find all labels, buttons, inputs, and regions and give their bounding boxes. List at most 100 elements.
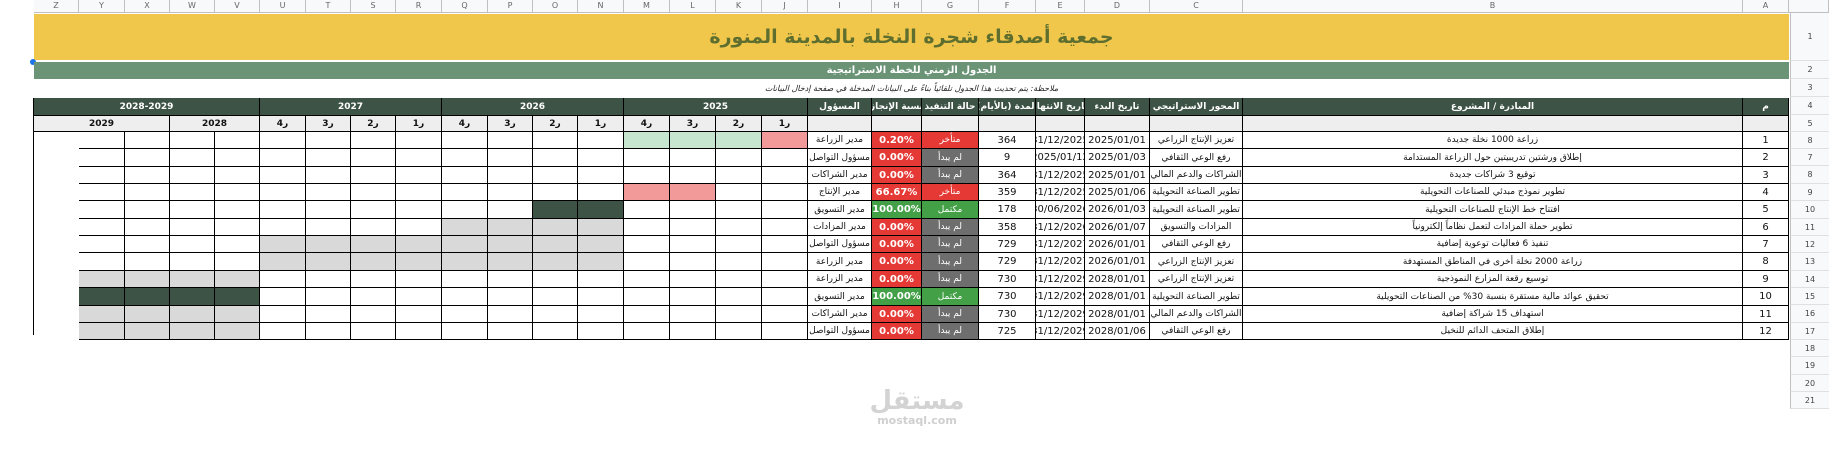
column-header-x[interactable]: X	[125, 0, 170, 13]
row-header-8[interactable]: 8	[1790, 166, 1829, 184]
row-header-2[interactable]: 2	[1790, 61, 1829, 79]
column-header-g[interactable]: G	[922, 0, 979, 13]
gantt-cell-r8-j	[762, 253, 808, 271]
column-header-i[interactable]: I	[808, 0, 872, 13]
column-header-e[interactable]: E	[1036, 0, 1085, 13]
gantt-cell-r5-t	[306, 201, 351, 219]
column-header-y[interactable]: Y	[79, 0, 125, 13]
row-header-16[interactable]: 16	[1790, 305, 1829, 323]
row-header-18[interactable]: 18	[1790, 340, 1829, 357]
gantt-cell-r8-r	[396, 253, 442, 271]
gantt-cell-r4-n	[578, 184, 624, 201]
column-header-m[interactable]: M	[624, 0, 670, 13]
row-header-14[interactable]: 14	[1790, 271, 1829, 288]
row-header-10[interactable]: 10	[1790, 201, 1829, 219]
row-header-15[interactable]: 15	[1790, 288, 1829, 305]
column-header-t[interactable]: T	[306, 0, 351, 13]
column-header-n[interactable]: N	[578, 0, 624, 13]
gantt-cell-r7-x	[125, 236, 170, 253]
gantt-cell-r10-y	[79, 288, 125, 306]
gantt-cell-r4-s	[351, 184, 396, 201]
quarter-header-5: ر1	[578, 116, 624, 132]
row-header-4[interactable]: 4	[1790, 97, 1829, 115]
gantt-cell-r10-q	[442, 288, 488, 306]
row-header-21[interactable]: 21	[1790, 392, 1829, 409]
header-no: م	[1743, 98, 1789, 116]
row-header-12[interactable]: 12	[1790, 236, 1829, 253]
gantt-cell-r4-j	[762, 184, 808, 201]
column-header-j[interactable]: J	[762, 0, 808, 13]
quarter-header-1: ر1	[762, 116, 808, 132]
column-header-l[interactable]: L	[670, 0, 716, 13]
row-8-axis: تعزيز الإنتاج الزراعي	[1150, 253, 1243, 271]
gantt-cell-r7-o	[533, 236, 578, 253]
row-header-17[interactable]: 17	[1790, 323, 1829, 340]
gantt-cell-r3-l	[670, 167, 716, 184]
row-7-duration: 729	[979, 236, 1036, 253]
row-6-start: 2026/01/07	[1085, 219, 1150, 236]
column-header-u[interactable]: U	[260, 0, 306, 13]
gantt-cell-r2-v	[215, 149, 260, 167]
column-header-p[interactable]: P	[488, 0, 533, 13]
gantt-cell-r9-u	[260, 271, 306, 288]
gantt-cell-r2-j	[762, 149, 808, 167]
row-7-status: لم يبدأ	[922, 236, 979, 253]
gantt-cell-r10-l	[670, 288, 716, 306]
column-header-o[interactable]: O	[533, 0, 578, 13]
gantt-cell-r8-q	[442, 253, 488, 271]
column-header-w[interactable]: W	[170, 0, 215, 13]
subheader-blank-i	[808, 116, 872, 132]
sheet-corner[interactable]	[1789, 0, 1829, 13]
header-end: تاريخ الانتهاء	[1036, 98, 1085, 116]
row-11-status: لم يبدأ	[922, 306, 979, 323]
quarter-header-12: ر4	[260, 116, 306, 132]
row-7-progress: 0.00%	[872, 236, 922, 253]
gantt-cell-r11-s	[351, 306, 396, 323]
gantt-cell-r1-n	[578, 132, 624, 149]
row-8-start: 2026/01/01	[1085, 253, 1150, 271]
row-header-3[interactable]: 3	[1790, 79, 1829, 97]
gantt-cell-r4-q	[442, 184, 488, 201]
gantt-cell-r2-s	[351, 149, 396, 167]
row-8-owner: مدير الزراعة	[808, 253, 872, 271]
column-header-b[interactable]: B	[1243, 0, 1743, 13]
subheader-blank-h	[872, 116, 922, 132]
gantt-cell-r8-w	[170, 253, 215, 271]
row-header-11[interactable]: 11	[1790, 219, 1829, 236]
column-header-d[interactable]: D	[1085, 0, 1150, 13]
column-header-c[interactable]: C	[1150, 0, 1243, 13]
row-header-9[interactable]: 9	[1790, 184, 1829, 201]
row-8-duration: 729	[979, 253, 1036, 271]
column-header-h[interactable]: H	[872, 0, 922, 13]
selection-handle[interactable]	[30, 59, 36, 65]
row-8-status: لم يبدأ	[922, 253, 979, 271]
column-header-q[interactable]: Q	[442, 0, 488, 13]
row-header-20[interactable]: 20	[1790, 375, 1829, 392]
gantt-cell-r3-t	[306, 167, 351, 184]
gantt-cell-r9-t	[306, 271, 351, 288]
row-11-owner: مدير الشراكات	[808, 306, 872, 323]
column-header-s[interactable]: S	[351, 0, 396, 13]
row-7-owner: مسؤول التواصل	[808, 236, 872, 253]
row-header-1[interactable]: 1	[1790, 13, 1829, 61]
column-header-r[interactable]: R	[396, 0, 442, 13]
column-header-k[interactable]: K	[716, 0, 762, 13]
row-10-no: 10	[1743, 288, 1789, 306]
column-header-f[interactable]: F	[979, 0, 1036, 13]
quarter-header-9: ر1	[396, 116, 442, 132]
row-header-6[interactable]: 8	[1790, 132, 1829, 149]
column-header-v[interactable]: V	[215, 0, 260, 13]
column-header-z[interactable]: Z	[34, 0, 79, 13]
gantt-cell-r9-x	[125, 271, 170, 288]
row-1-project: زراعة 1000 نخلة جديدة	[1243, 132, 1743, 149]
gantt-cell-r8-t	[306, 253, 351, 271]
row-header-7[interactable]: 7	[1790, 149, 1829, 166]
row-3-no: 3	[1743, 167, 1789, 184]
column-header-a[interactable]: A	[1743, 0, 1789, 13]
row-header-19[interactable]: 19	[1790, 357, 1829, 375]
quarter-header-2: ر2	[716, 116, 762, 132]
row-header-13[interactable]: 13	[1790, 253, 1829, 271]
gantt-cell-r2-t	[306, 149, 351, 167]
row-1-start: 2025/01/01	[1085, 132, 1150, 149]
row-header-5[interactable]: 5	[1790, 115, 1829, 132]
